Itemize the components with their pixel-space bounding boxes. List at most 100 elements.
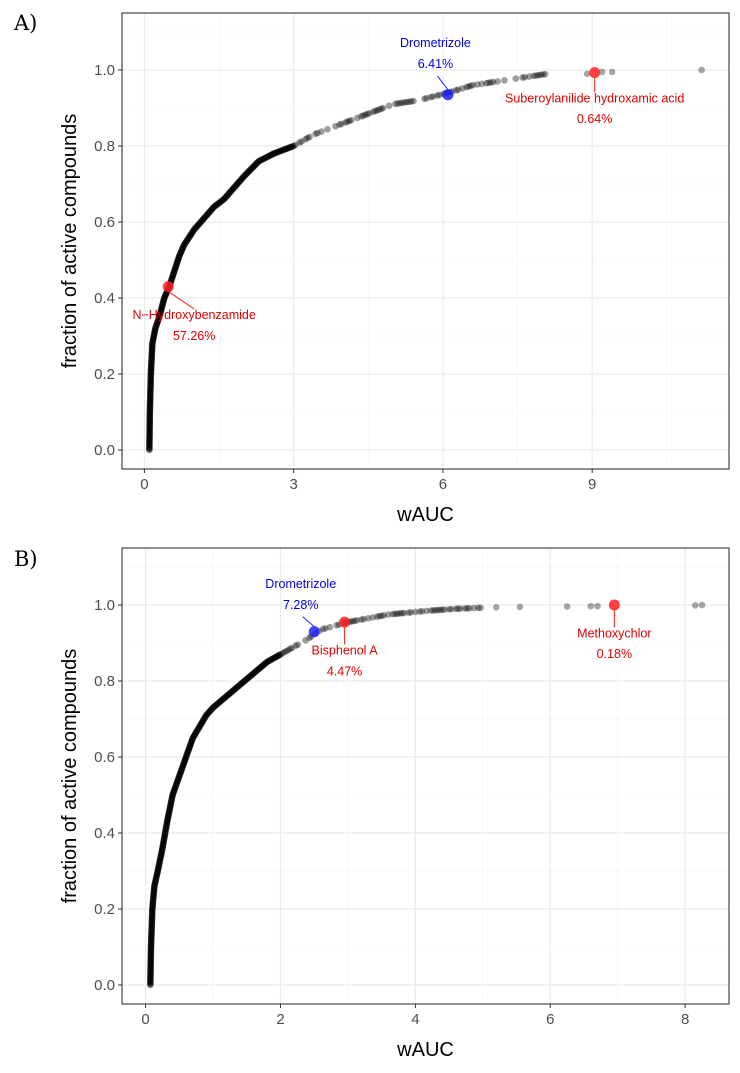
- data-point: [268, 151, 275, 159]
- data-point: [159, 300, 167, 307]
- data-point: [150, 333, 158, 340]
- data-point: [146, 441, 153, 449]
- data-point: [180, 243, 187, 250]
- data-point: [427, 607, 435, 614]
- data-point: [212, 702, 219, 709]
- data-point: [146, 422, 153, 430]
- data-point: [155, 316, 162, 323]
- data-point: [210, 703, 217, 711]
- data-point: [265, 657, 273, 665]
- data-point: [147, 377, 154, 384]
- data-point: [274, 652, 281, 660]
- data-point: [191, 731, 199, 738]
- data-point: [405, 609, 412, 616]
- data-point: [158, 303, 166, 311]
- data-point: [178, 765, 186, 773]
- panel-border: [121, 547, 730, 1005]
- data-point: [172, 782, 179, 790]
- data-point: [512, 75, 520, 82]
- data-point: [269, 655, 276, 663]
- data-point: [241, 171, 249, 179]
- data-point: [148, 359, 155, 366]
- data-point: [149, 901, 157, 909]
- data-point: [228, 688, 235, 696]
- data-point: [147, 964, 154, 971]
- data-point: [179, 762, 187, 770]
- data-point: [288, 143, 296, 150]
- data-point: [169, 272, 177, 279]
- data-point: [148, 345, 156, 352]
- data-point: [146, 444, 153, 451]
- data-point: [165, 809, 173, 817]
- data-point: [186, 743, 194, 751]
- data-point: [159, 843, 167, 850]
- data-point: [283, 145, 291, 152]
- data-point: [201, 714, 209, 721]
- data-point: [147, 949, 155, 957]
- data-point: [252, 161, 259, 169]
- panel-label: A): [13, 11, 37, 35]
- data-point: [224, 691, 232, 699]
- data-point: [394, 610, 401, 617]
- data-point: [148, 344, 156, 352]
- data-point: [181, 240, 188, 248]
- data-point: [153, 870, 161, 878]
- data-point: [151, 329, 158, 336]
- data-point: [209, 704, 217, 711]
- data-point: [265, 657, 272, 665]
- data-point: [172, 781, 180, 789]
- data-point: [148, 933, 155, 941]
- data-point: [194, 222, 201, 230]
- data-point: [149, 902, 156, 909]
- data-point: [218, 197, 225, 205]
- data-point: [162, 824, 170, 832]
- data-point: [147, 941, 155, 948]
- data-point: [396, 610, 403, 617]
- data-point: [148, 918, 156, 925]
- data-point: [158, 848, 166, 855]
- data-point: [151, 329, 158, 337]
- data-point: [164, 814, 172, 821]
- data-point: [152, 323, 160, 331]
- data-point: [423, 94, 430, 102]
- data-point: [194, 221, 202, 229]
- data-point: [147, 956, 155, 963]
- data-point: [160, 837, 168, 845]
- data-point: [149, 336, 157, 343]
- data-point: [148, 348, 156, 356]
- data-point: [198, 719, 206, 726]
- data-point: [418, 608, 426, 615]
- data-point: [148, 932, 155, 940]
- data-point: [161, 830, 169, 838]
- data-point: [147, 935, 155, 943]
- data-point: [188, 738, 195, 746]
- data-point: [333, 621, 340, 629]
- data-point: [258, 663, 266, 670]
- data-point: [172, 783, 179, 791]
- data-point: [180, 759, 188, 766]
- data-point: [220, 695, 227, 703]
- data-point: [189, 227, 197, 235]
- x-tick-label: 9: [588, 476, 596, 493]
- data-point: [147, 385, 154, 393]
- data-point: [148, 353, 156, 361]
- data-point: [391, 610, 399, 618]
- data-point: [176, 771, 184, 778]
- data-point: [186, 233, 193, 240]
- y-tick-label: 0.0: [94, 977, 115, 994]
- data-point: [147, 972, 154, 980]
- data-point: [147, 381, 154, 389]
- data-point: [151, 328, 159, 335]
- data-point: [147, 981, 154, 989]
- data-point: [157, 850, 165, 858]
- data-point: [277, 651, 284, 658]
- data-point: [159, 841, 167, 849]
- y-tick-label: 0.6: [94, 214, 115, 231]
- data-point: [146, 436, 153, 444]
- data-point: [594, 602, 601, 610]
- data-point: [148, 907, 156, 914]
- data-point: [183, 237, 191, 244]
- data-point: [147, 380, 154, 388]
- data-point: [373, 106, 381, 114]
- y-tick-label: 0.2: [94, 366, 115, 383]
